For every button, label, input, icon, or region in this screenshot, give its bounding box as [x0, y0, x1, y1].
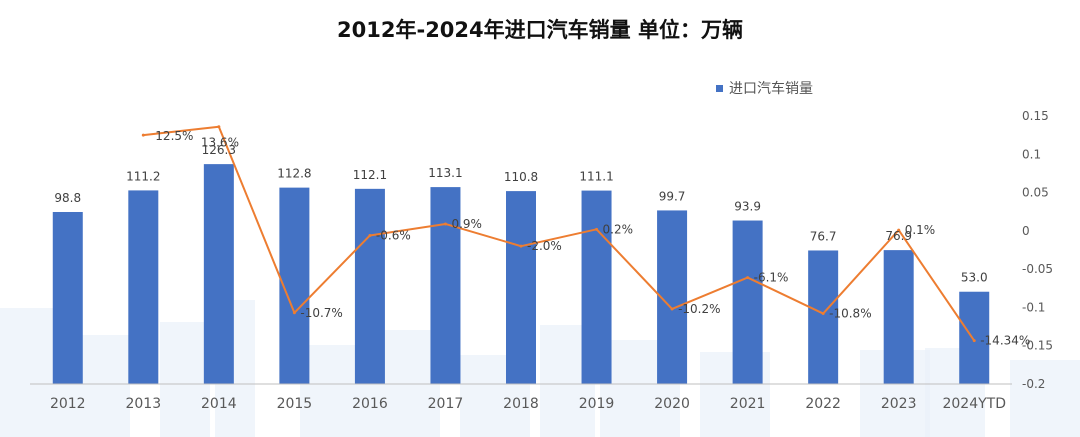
bar-value-label: 76.9 [885, 229, 912, 243]
x-tick-label: 2018 [503, 396, 539, 412]
bar-value-label: 53.0 [961, 271, 988, 285]
bar-value-label: 111.2 [126, 169, 160, 183]
bar-value-label: 126.3 [202, 143, 236, 157]
line-value-label: 13.6% [201, 136, 239, 150]
legend-swatch-sales [716, 84, 723, 92]
bar-value-label: 111.1 [579, 170, 613, 184]
right-axis-tick-label: 0 [1022, 224, 1030, 238]
growth-point [141, 133, 145, 137]
x-tick-label: 2023 [881, 396, 917, 412]
bar-value-label: 112.1 [353, 168, 387, 182]
x-tick-label: 2024YTD [942, 396, 1006, 412]
growth-point [443, 222, 447, 226]
chart-legend: 进口汽车销量 [716, 78, 813, 98]
bar [128, 190, 159, 384]
growth-point [821, 312, 825, 316]
line-value-label: -14.34% [980, 334, 1030, 348]
growth-point [972, 339, 976, 343]
x-tick-label: 2014 [201, 396, 237, 412]
background-skyline [0, 300, 1080, 437]
x-tick-label: 2012 [50, 396, 86, 412]
x-tick-label: 2019 [579, 396, 615, 412]
bar [581, 190, 612, 384]
line-value-label: -2.0% [527, 239, 562, 253]
bar-value-label: 76.7 [810, 229, 837, 243]
line-value-label: 0.1% [905, 223, 936, 237]
bar [203, 164, 234, 384]
x-tick-label: 2020 [654, 396, 690, 412]
line-series [141, 125, 976, 343]
right-axis-tick-label: -0.2 [1022, 377, 1045, 391]
x-tick-label: 2022 [805, 396, 841, 412]
bar [354, 188, 385, 384]
bar [959, 291, 990, 384]
legend-label-sales: 进口汽车销量 [729, 81, 813, 97]
x-tick-label: 2016 [352, 396, 388, 412]
bar-value-label: 99.7 [659, 189, 686, 203]
line-value-label: 0.2% [603, 222, 634, 236]
bar-value-label: 110.8 [504, 170, 538, 184]
line-value-label: -10.2% [678, 302, 720, 316]
background-block [1010, 360, 1080, 437]
background-block [160, 322, 210, 437]
line-value-label: 12.5% [155, 129, 193, 143]
bar [883, 250, 914, 384]
right-axis-tick-label: -0.15 [1022, 339, 1053, 353]
x-tick-label: 2015 [277, 396, 313, 412]
right-axis-tick-label: 0.1 [1022, 147, 1041, 161]
data-labels: 98.8 2012 111.2 2013 126.3 2014 112.8 2015 112.1… [50, 129, 1030, 412]
bar-value-label: 98.8 [54, 191, 81, 205]
axes: 0.15 0.1 0.05 0 -0.05 -0.1 -0.15 -0.2 [30, 109, 1053, 391]
bar [732, 220, 763, 384]
right-axis-tick-label: -0.1 [1022, 300, 1045, 314]
line-value-label: -10.7% [300, 306, 342, 320]
growth-point [519, 244, 523, 248]
growth-point [368, 233, 372, 237]
line-value-label: 0.9% [451, 217, 482, 231]
x-tick-label: 2021 [730, 396, 766, 412]
bar-value-label: 93.9 [734, 200, 761, 214]
bar-value-label: 113.1 [428, 166, 462, 180]
x-tick-label: 2017 [428, 396, 464, 412]
growth-point [670, 307, 674, 311]
right-axis-tick-label: 0.05 [1022, 186, 1049, 200]
right-axis-tick-label: -0.05 [1022, 262, 1053, 276]
x-tick-label: 2013 [125, 396, 161, 412]
chart-title: 2012年-2024年进口汽车销量 单位：万辆 [337, 18, 743, 42]
bar [52, 211, 83, 384]
growth-point [746, 276, 750, 280]
right-axis-tick-label: 0.15 [1022, 109, 1049, 123]
bar-value-label: 112.8 [277, 167, 311, 181]
bar [808, 250, 839, 384]
growth-line [143, 125, 976, 342]
line-value-label: -10.8% [829, 307, 871, 321]
growth-point [217, 125, 221, 129]
bar [506, 191, 536, 384]
bar-series [52, 164, 990, 384]
line-value-label: -0.6% [376, 228, 411, 242]
growth-point [595, 227, 599, 231]
growth-point [292, 311, 296, 315]
line-value-label: -6.1% [754, 271, 789, 285]
growth-point [897, 228, 901, 232]
bar [430, 187, 461, 384]
